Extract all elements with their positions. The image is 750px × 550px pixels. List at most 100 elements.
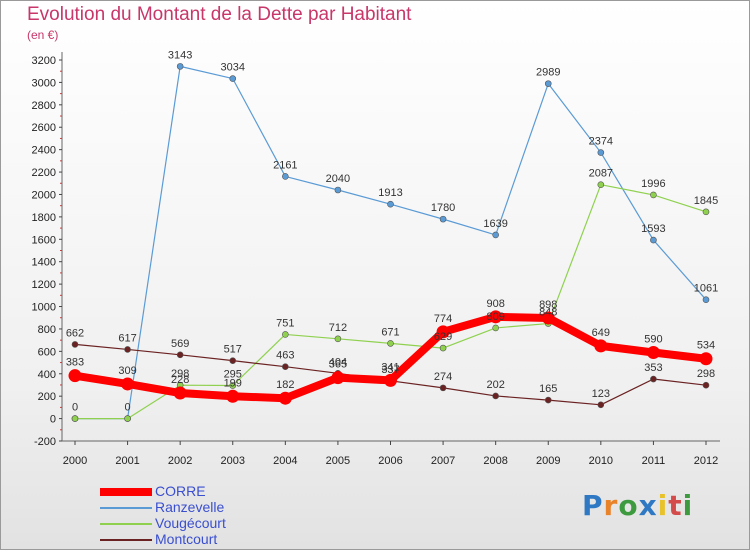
point-corre (541, 311, 555, 325)
logo-letter: o (618, 489, 639, 522)
data-label: 2040 (326, 173, 350, 185)
x-tick-label: 2003 (221, 455, 245, 467)
point-montcourt (439, 384, 447, 392)
y-tick-label: 1200 (32, 279, 56, 291)
legend-item-montcourt: Montcourt (100, 531, 400, 547)
y-tick-label: 3000 (32, 77, 56, 89)
chart-title: Evolution du Montant de la Dette par Hab… (27, 4, 412, 25)
point-ranzevelle (176, 63, 184, 70)
point-corre (121, 377, 135, 391)
point-vougécourt (229, 382, 237, 389)
point-corre (699, 352, 713, 366)
data-label: 123 (592, 388, 610, 400)
point-montcourt (597, 401, 605, 409)
data-label: 898 (539, 299, 557, 311)
data-label: 337 (381, 364, 399, 376)
point-montcourt (650, 375, 657, 383)
point-corre (68, 369, 82, 383)
data-label: 228 (171, 374, 189, 386)
data-label: 0 (72, 402, 78, 414)
y-tick-label: 2600 (32, 122, 56, 134)
logo-letter: r (603, 489, 619, 522)
point-montcourt (492, 392, 499, 400)
point-montcourt (282, 363, 289, 371)
data-label: 1061 (694, 283, 718, 295)
logo-letter: x (638, 489, 658, 522)
legend-label: CORRE (155, 483, 206, 499)
data-label: 182 (276, 379, 294, 391)
point-vougécourt (334, 335, 342, 343)
data-label: 274 (434, 371, 452, 383)
logo-letter: P (582, 489, 604, 522)
point-ranzevelle (439, 215, 447, 223)
x-tick-label: 2005 (326, 455, 350, 467)
data-label: 751 (276, 317, 294, 329)
y-tick-label: 0 (50, 414, 56, 426)
y-tick-label: 1600 (32, 234, 56, 246)
data-label: 617 (118, 332, 136, 344)
point-corre (489, 310, 503, 324)
logo-letter: i (657, 489, 669, 522)
data-label: 404 (329, 356, 347, 368)
data-label: 295 (224, 369, 242, 381)
data-label: 590 (644, 333, 662, 345)
data-label: 463 (276, 350, 294, 362)
point-corre (331, 371, 345, 385)
legend-swatch (100, 507, 152, 509)
point-ranzevelle (229, 75, 237, 82)
data-label: 365 (329, 359, 347, 371)
point-corre (384, 373, 397, 387)
point-ranzevelle (492, 231, 499, 239)
point-vougécourt (124, 415, 131, 422)
point-vougécourt (282, 331, 289, 338)
x-tick-label: 2001 (115, 455, 139, 467)
point-vougécourt (387, 340, 394, 347)
point-vougécourt (71, 415, 79, 422)
point-vougécourt (439, 344, 447, 352)
data-label: 1996 (641, 178, 665, 190)
point-vougécourt (650, 191, 657, 199)
data-label: 774 (434, 313, 452, 325)
point-corre (594, 339, 608, 353)
data-label: 1845 (694, 195, 718, 207)
data-label: 1593 (641, 223, 665, 235)
point-vougécourt (702, 208, 710, 216)
data-label: 1639 (483, 218, 507, 230)
x-tick-label: 2012 (694, 455, 718, 467)
point-ranzevelle (544, 80, 552, 87)
y-tick-label: 3200 (32, 55, 56, 67)
data-label: 809 (486, 311, 504, 323)
point-montcourt (544, 396, 552, 404)
data-label: 848 (539, 307, 557, 319)
legend-item-vougécourt: Vougécourt (100, 515, 400, 531)
data-label: 298 (171, 368, 189, 380)
data-label: 534 (697, 340, 715, 352)
legend-swatch (100, 539, 152, 541)
data-label: 2087 (589, 168, 613, 180)
y-tick-label: 200 (38, 391, 56, 403)
y-tick-label: -200 (34, 436, 56, 448)
y-tick-label: 2200 (32, 167, 56, 179)
data-label: 517 (224, 344, 242, 356)
legend-swatch (100, 488, 152, 496)
data-label: 0 (125, 402, 131, 414)
data-label: 629 (434, 331, 452, 343)
data-label: 165 (539, 383, 557, 395)
data-label: 2161 (273, 159, 297, 171)
proxiti-logo: Proxiti (582, 489, 693, 522)
data-label: 309 (118, 365, 136, 377)
x-tick-label: 2011 (642, 455, 666, 467)
legend-label: Vougécourt (155, 515, 226, 531)
point-ranzevelle (702, 296, 710, 303)
legend-swatch (100, 523, 152, 525)
x-tick-label: 2004 (273, 455, 297, 467)
point-ranzevelle (334, 186, 342, 194)
point-ranzevelle (597, 149, 605, 156)
data-label: 202 (486, 379, 504, 391)
y-tick-label: 1400 (32, 257, 56, 269)
y-tick-label: 2400 (32, 145, 56, 157)
y-tick-label: 2000 (32, 189, 56, 201)
point-corre (226, 389, 240, 403)
y-tick-label: 400 (38, 369, 56, 381)
